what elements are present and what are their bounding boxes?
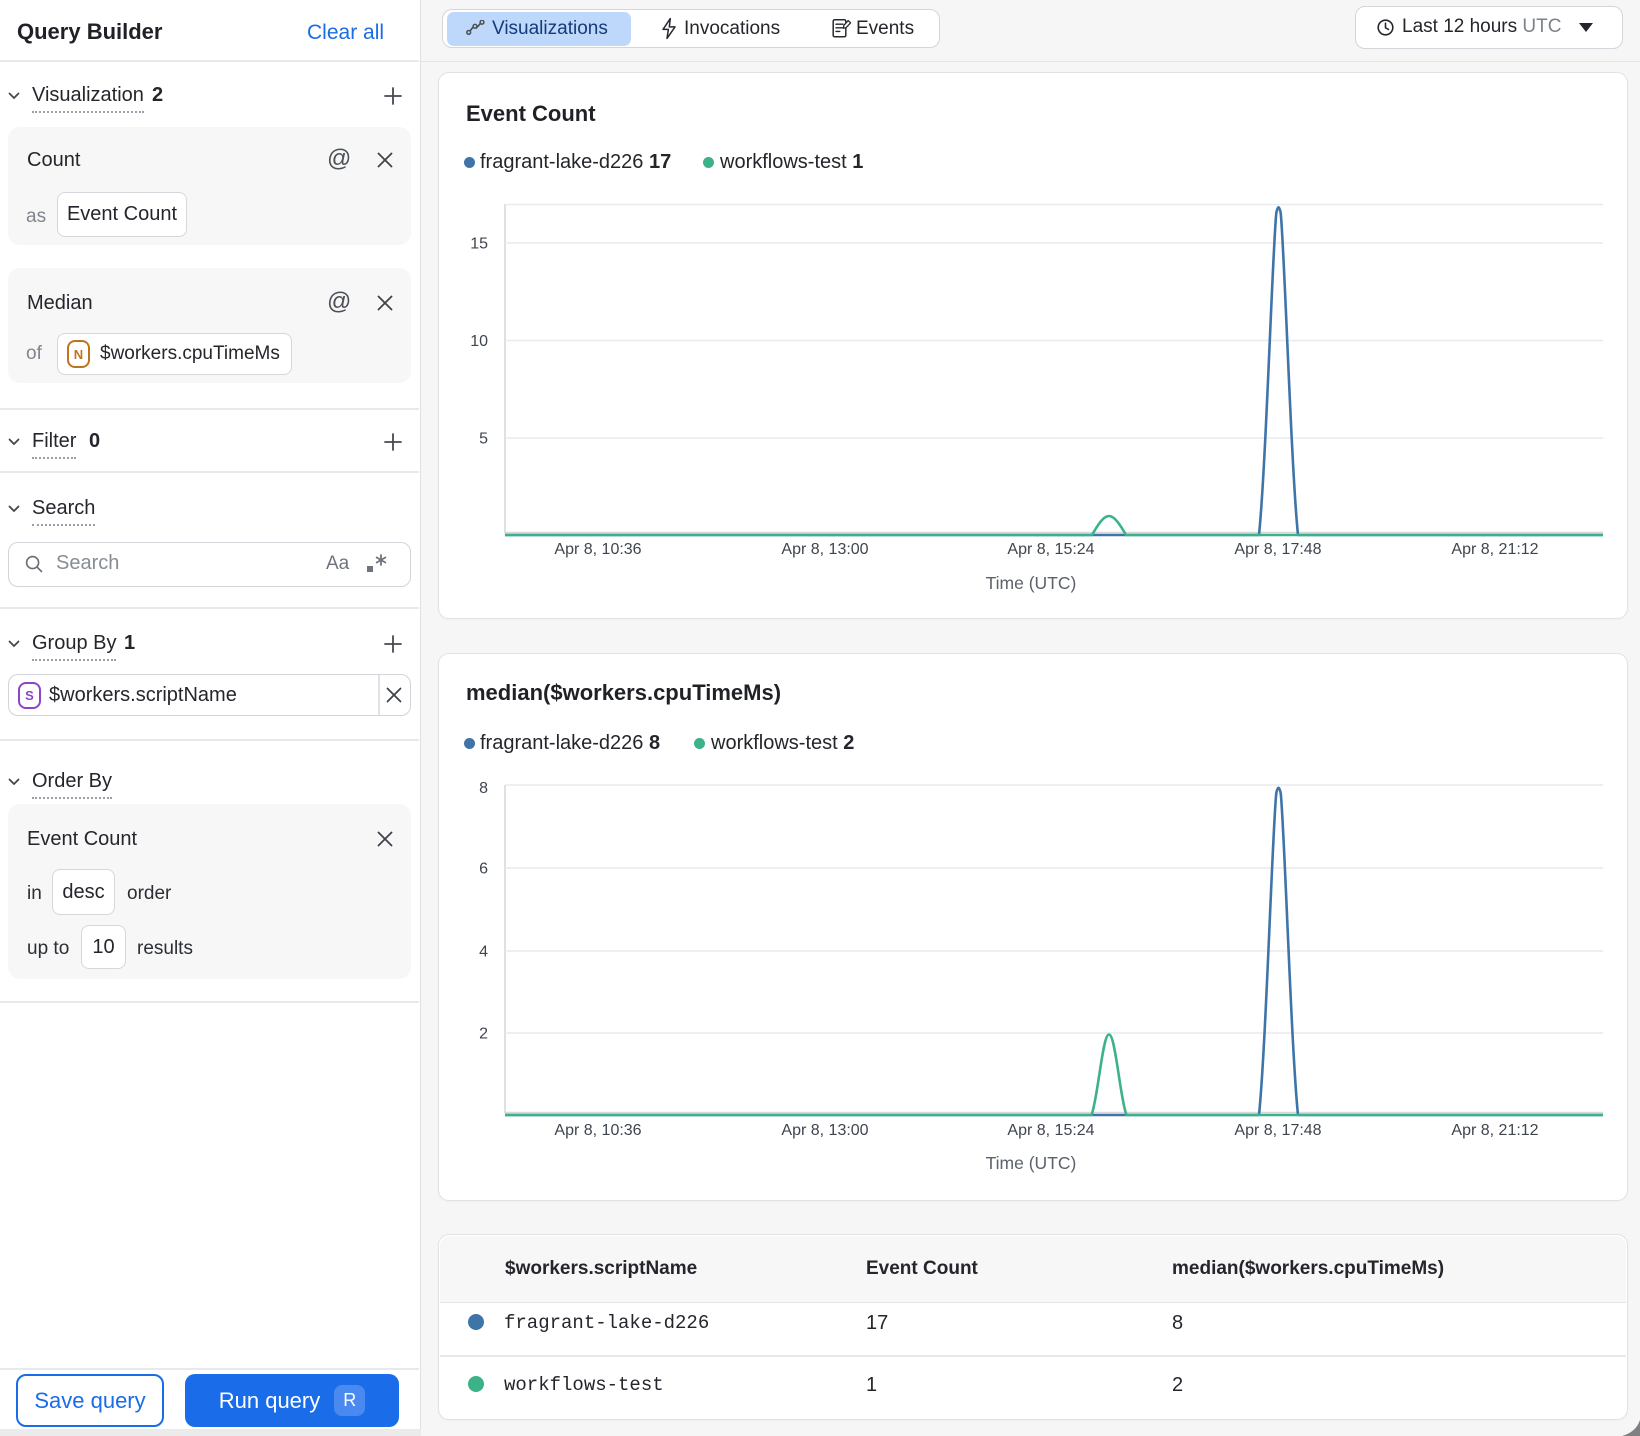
svg-text:8: 8 xyxy=(479,780,488,797)
svg-text:Time (UTC): Time (UTC) xyxy=(986,1153,1077,1173)
svg-text:Apr 8, 17:48: Apr 8, 17:48 xyxy=(1234,541,1321,558)
svg-text:10: 10 xyxy=(470,333,488,350)
svg-text:Apr 8, 15:24: Apr 8, 15:24 xyxy=(1007,1122,1094,1139)
svg-text:Apr 8, 21:12: Apr 8, 21:12 xyxy=(1451,1122,1538,1139)
svg-text:Apr 8, 10:36: Apr 8, 10:36 xyxy=(554,541,641,558)
svg-text:15: 15 xyxy=(470,236,488,253)
svg-text:Apr 8, 10:36: Apr 8, 10:36 xyxy=(554,1122,641,1139)
svg-text:Apr 8, 17:48: Apr 8, 17:48 xyxy=(1234,1122,1321,1139)
svg-text:2: 2 xyxy=(479,1026,488,1043)
svg-text:6: 6 xyxy=(479,861,488,878)
svg-text:5: 5 xyxy=(479,431,488,448)
svg-text:4: 4 xyxy=(479,944,488,961)
svg-text:Apr 8, 21:12: Apr 8, 21:12 xyxy=(1451,541,1538,558)
svg-text:Time (UTC): Time (UTC) xyxy=(986,573,1077,593)
svg-text:Apr 8, 13:00: Apr 8, 13:00 xyxy=(781,1122,868,1139)
svg-text:Apr 8, 13:00: Apr 8, 13:00 xyxy=(781,541,868,558)
svg-text:Apr 8, 15:24: Apr 8, 15:24 xyxy=(1007,541,1094,558)
